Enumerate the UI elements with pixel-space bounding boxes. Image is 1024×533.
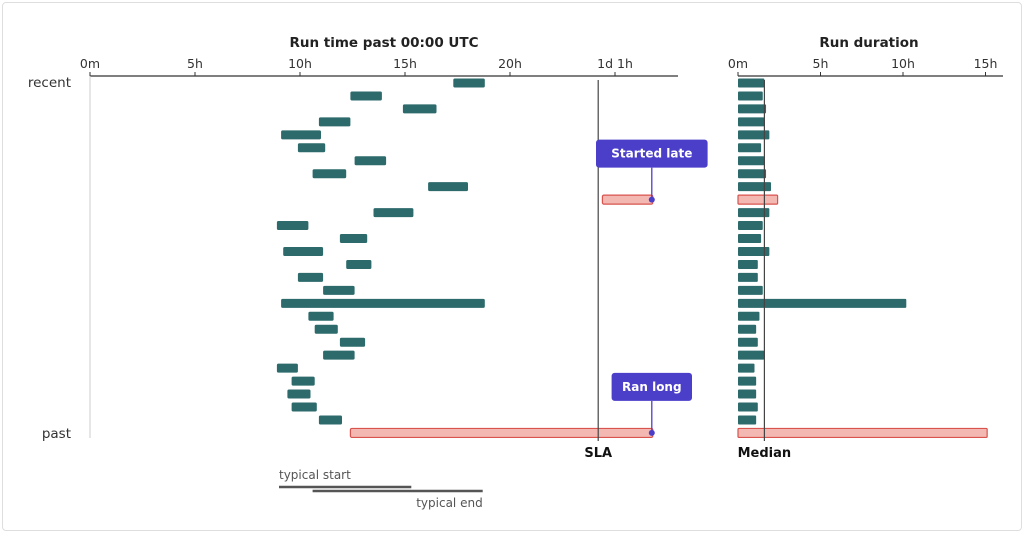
annotation-label: Ran long xyxy=(622,380,682,394)
annotation-label: Started late xyxy=(611,147,692,161)
runtime-bar xyxy=(314,324,338,334)
duration-bar xyxy=(738,363,755,373)
runtime-bar xyxy=(276,221,309,231)
runtime-tick-label: 5h xyxy=(187,56,203,71)
runtime-bar xyxy=(297,272,324,282)
runtime-bar-highlight xyxy=(601,194,654,205)
runtime-bar xyxy=(281,298,485,308)
duration-bar xyxy=(738,415,757,425)
duration-bar xyxy=(738,91,763,101)
y-label-past: past xyxy=(42,426,71,442)
duration-chart-title: Run duration xyxy=(819,35,918,51)
runtime-bar xyxy=(453,78,485,88)
runtime-bar xyxy=(283,246,324,256)
runtime-tick-label: 10h xyxy=(288,56,312,71)
runtime-bar xyxy=(373,208,414,218)
runtime-bar-highlight xyxy=(349,427,654,439)
runtime-bar xyxy=(323,285,355,295)
runtime-bar xyxy=(291,402,317,412)
runtime-bar xyxy=(312,169,347,179)
runtime-bar xyxy=(281,130,321,140)
runtime-bar xyxy=(350,91,382,101)
runtime-bar xyxy=(339,234,368,244)
duration-bar xyxy=(738,272,758,282)
duration-bar xyxy=(738,389,757,399)
runtime-tick-label: 1d 1h xyxy=(597,56,633,71)
duration-bar xyxy=(738,376,757,386)
duration-bar-highlight xyxy=(737,194,779,205)
runtime-bar xyxy=(428,182,468,192)
y-label-recent: recent xyxy=(28,75,71,91)
duration-bar xyxy=(738,208,770,218)
duration-tick-label: 5h xyxy=(813,56,829,71)
duration-bar xyxy=(738,117,765,127)
sla-label: SLA xyxy=(584,446,612,461)
duration-tick-label: 15h xyxy=(974,56,998,71)
runtime-bar xyxy=(287,389,311,399)
duration-bar xyxy=(738,221,763,231)
duration-bar xyxy=(738,402,758,412)
runtime-tick-label: 15h xyxy=(393,56,417,71)
runtime-bar xyxy=(276,363,298,373)
runtime-bar xyxy=(354,156,387,166)
runtime-bar xyxy=(297,143,326,153)
duration-bar xyxy=(738,78,765,88)
runtime-bar xyxy=(291,376,315,386)
duration-bar xyxy=(738,324,757,334)
runtime-bar xyxy=(323,350,355,360)
duration-bar xyxy=(738,130,770,140)
median-label: Median xyxy=(738,446,792,461)
duration-bar xyxy=(738,104,767,114)
duration-tick-label: 10h xyxy=(891,56,915,71)
duration-bar xyxy=(738,298,907,308)
runtime-bar xyxy=(318,415,342,425)
duration-bar xyxy=(738,350,765,360)
runtime-bar xyxy=(339,337,366,347)
annotation-callout xyxy=(611,372,692,401)
duration-bar xyxy=(738,169,767,179)
typical-start-label: typical start xyxy=(279,468,351,482)
duration-bar xyxy=(738,337,758,347)
duration-bar xyxy=(738,285,763,295)
duration-bar xyxy=(738,156,765,166)
runtime-tick-label: 0m xyxy=(80,56,100,71)
runtime-bar xyxy=(318,117,351,127)
duration-bar xyxy=(738,311,760,321)
annotation-dot xyxy=(648,196,655,203)
annotation-callout xyxy=(596,139,708,168)
duration-bar xyxy=(738,182,771,192)
duration-bar xyxy=(738,259,758,269)
duration-bar xyxy=(738,246,770,256)
duration-bar xyxy=(738,234,762,244)
runtime-tick-label: 20h xyxy=(498,56,522,71)
runtime-bar xyxy=(308,311,334,321)
annotation-dot xyxy=(648,429,655,436)
duration-bar-highlight xyxy=(737,427,988,439)
typical-end-label: typical end xyxy=(416,496,482,510)
runtime-bar xyxy=(402,104,437,114)
runtime-bar xyxy=(346,259,372,269)
duration-bar xyxy=(738,143,762,153)
duration-tick-label: 0m xyxy=(728,56,748,71)
runtime-chart-title: Run time past 00:00 UTC xyxy=(289,35,478,51)
